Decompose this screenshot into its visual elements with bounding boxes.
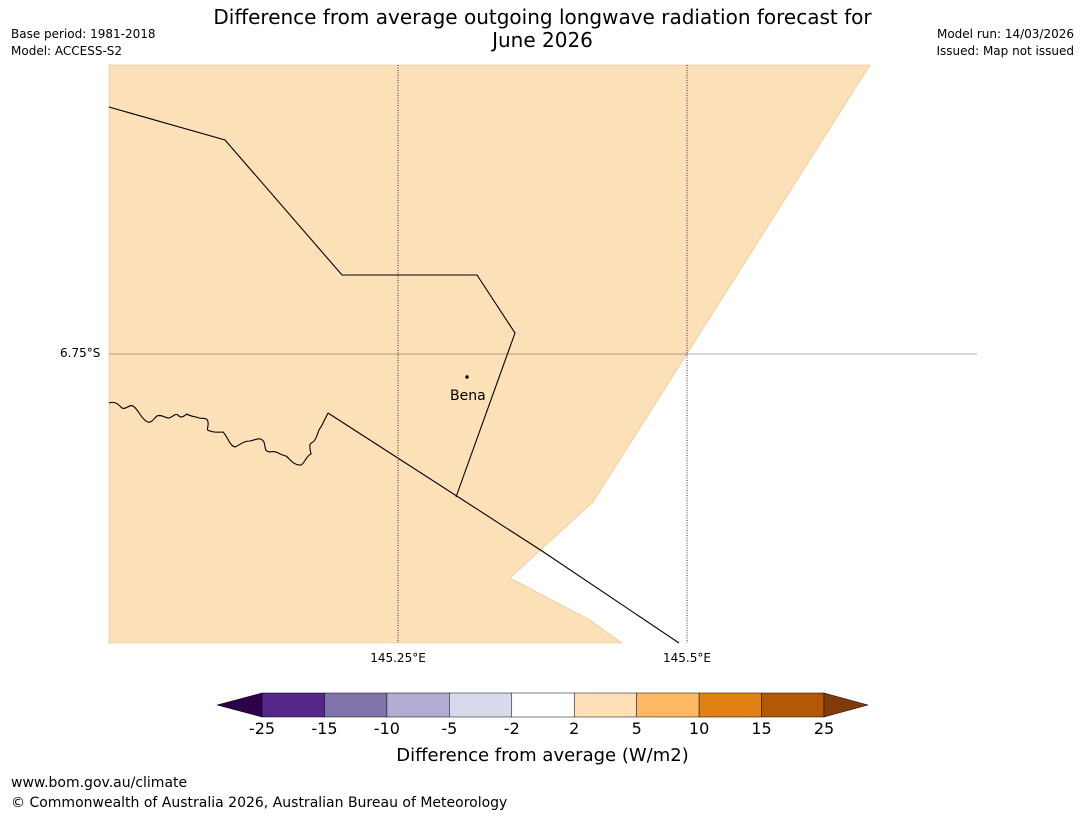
meta-left: Base period: 1981-2018 Model: ACCESS-S2 — [11, 26, 156, 60]
latitude-label: 6.75°S — [60, 346, 101, 360]
longitude-label-2: 145.5°E — [663, 651, 711, 665]
river-coastline — [108, 401, 329, 466]
colorbar-over-arrow — [823, 692, 869, 718]
colorbar-bin — [511, 692, 575, 718]
place-label-bena: Bena — [450, 388, 486, 404]
model-run: Model run: 14/03/2026 — [936, 27, 1074, 41]
title-line-1: Difference from average outgoing longwav… — [213, 5, 872, 29]
colorbar-tick-label: 25 — [813, 719, 835, 738]
border-line-south — [327, 412, 680, 644]
colorbar — [216, 692, 869, 718]
colorbar-bin — [761, 692, 825, 718]
footer-copyright: © Commonwealth of Australia 2026, Austra… — [11, 795, 508, 811]
colorbar-tick-label: -5 — [441, 719, 458, 738]
model-name: Model: ACCESS-S2 — [11, 44, 123, 58]
longitude-label-1: 145.25°E — [370, 651, 426, 665]
colorbar-bin — [636, 692, 700, 718]
colorbar-bin — [324, 692, 388, 718]
colorbar-tick-label: -10 — [373, 719, 400, 738]
title-line-2: June 2026 — [492, 28, 593, 52]
bena-location-dot — [465, 375, 469, 379]
colorbar-tick-label: -2 — [503, 719, 520, 738]
issued-status: Issued: Map not issued — [936, 44, 1074, 58]
colorbar-tick-label: -15 — [311, 719, 338, 738]
footer-url: www.bom.gov.au/climate — [11, 775, 188, 791]
base-period: Base period: 1981-2018 — [11, 27, 156, 41]
meta-right: Model run: 14/03/2026 Issued: Map not is… — [936, 26, 1074, 60]
colorbar-bin — [449, 692, 513, 718]
colorbar-title: Difference from average (W/m2) — [396, 745, 689, 766]
border-line-north — [108, 106, 516, 498]
colorbar-bin — [573, 692, 637, 718]
colorbar-bin — [698, 692, 762, 718]
colorbar-tick-label: -25 — [248, 719, 276, 738]
colorbar-bin — [386, 692, 450, 718]
colorbar-tick-label: 2 — [569, 719, 580, 738]
colorbar-under-arrow — [216, 692, 263, 718]
colorbar-tick-label: 15 — [751, 719, 772, 738]
map-title: Difference from average outgoing longwav… — [0, 6, 1085, 52]
colorbar-tick-label: 5 — [631, 719, 642, 738]
colorbar-tick-label: 10 — [688, 719, 710, 738]
colorbar-bin — [261, 692, 325, 718]
